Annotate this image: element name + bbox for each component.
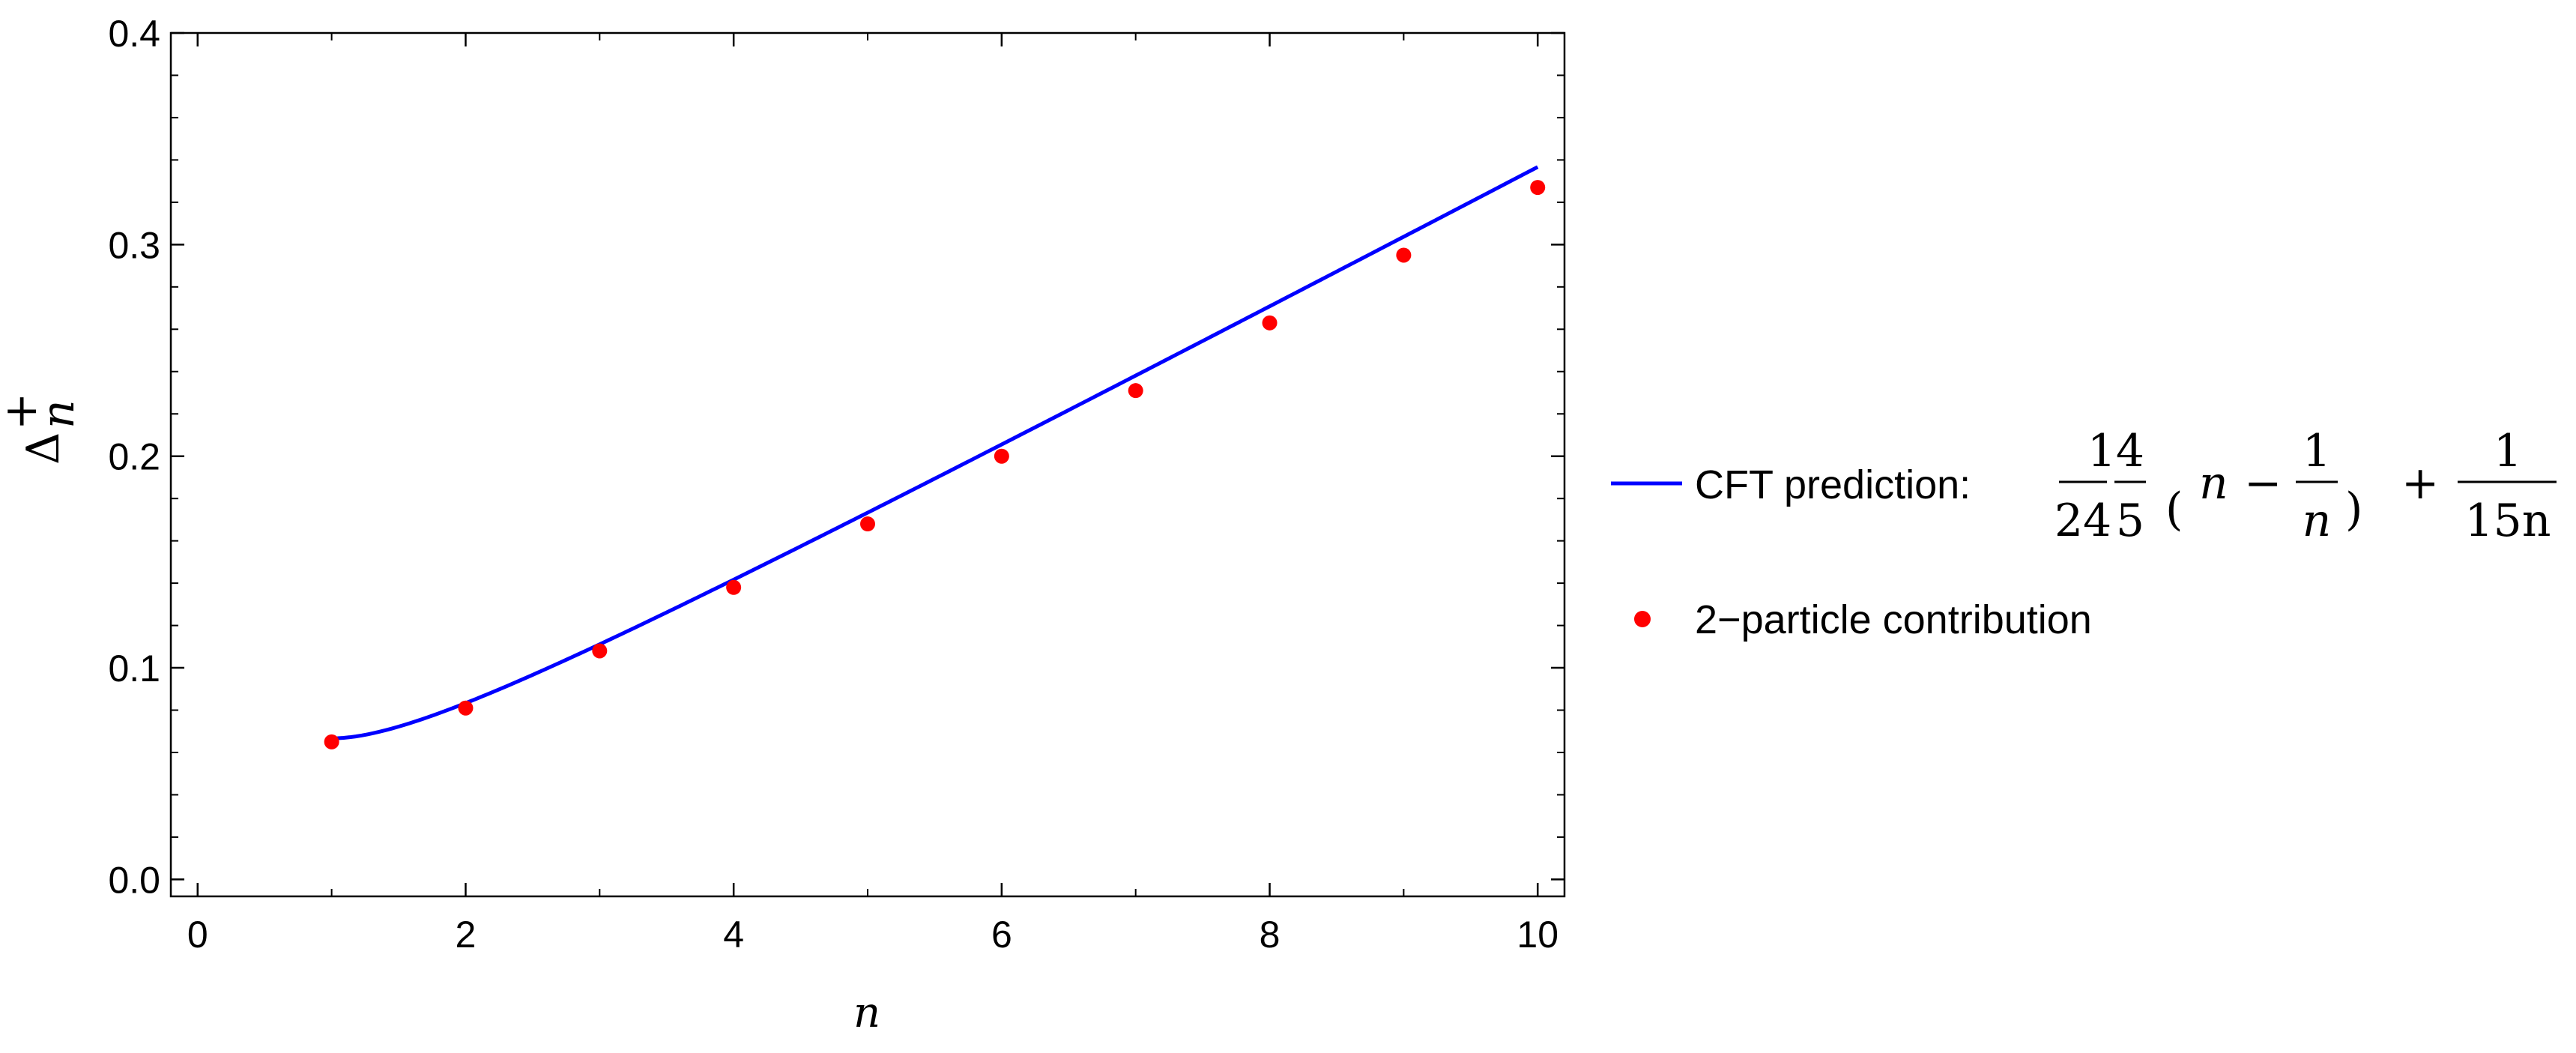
y-tick-label: 0.1 xyxy=(108,648,160,690)
svg-text:+: + xyxy=(2401,457,2439,510)
two-particle-point xyxy=(1396,247,1412,263)
x-tick-label: 8 xyxy=(1260,914,1281,956)
legend-label-cft: CFT prediction: xyxy=(1695,462,1971,507)
tick-labels: 0 2 4 6 8 10 0.0 0.1 0.2 0.3 0.4 xyxy=(108,13,1558,956)
legend-label-2particle: 2−particle contribution xyxy=(1695,597,2092,642)
svg-text:1: 1 xyxy=(2303,425,2331,477)
two-particle-point xyxy=(994,448,1009,464)
svg-text:1: 1 xyxy=(2494,425,2522,477)
svg-text:n: n xyxy=(2199,457,2228,510)
legend-entry-cft: CFT prediction: 1 24 4 5 ( n − 1 n ) + xyxy=(1611,425,2557,547)
x-tick-label: 4 xyxy=(723,914,744,956)
svg-text:(: ( xyxy=(2165,483,2183,536)
legend-formula: 1 24 4 5 ( n − 1 n ) + 1 15n xyxy=(2055,425,2557,547)
two-particle-point xyxy=(1262,315,1278,331)
x-tick-label: 2 xyxy=(456,914,477,956)
svg-text:n: n xyxy=(32,399,85,429)
svg-text:): ) xyxy=(2345,483,2362,536)
two-particle-point xyxy=(324,734,339,749)
y-tick-label: 0.3 xyxy=(108,224,160,266)
two-particle-point xyxy=(592,643,608,659)
two-particle-point xyxy=(726,579,742,595)
plot-frame xyxy=(169,31,1566,898)
svg-text:1: 1 xyxy=(2087,425,2116,477)
svg-text:n: n xyxy=(2303,495,2332,547)
legend: CFT prediction: 1 24 4 5 ( n − 1 n ) + xyxy=(1611,425,2557,642)
two-particle-point xyxy=(1530,180,1546,196)
y-tick-label: 0.2 xyxy=(108,436,160,478)
cft-prediction-line xyxy=(331,165,1539,740)
y-tick-label: 0.4 xyxy=(108,13,160,55)
two-particle-point xyxy=(1128,383,1143,399)
svg-text:24: 24 xyxy=(2055,495,2111,547)
two-particle-point xyxy=(860,516,875,532)
y-axis-label: Δ + n xyxy=(0,393,85,465)
svg-text:−: − xyxy=(2244,457,2282,510)
x-tick-label: 0 xyxy=(187,914,208,956)
series-layer xyxy=(324,165,1546,749)
y-tick-label: 0.0 xyxy=(108,859,160,901)
svg-text:15n: 15n xyxy=(2465,495,2551,547)
x-tick-label: 6 xyxy=(991,914,1012,956)
svg-text:4: 4 xyxy=(2116,425,2144,477)
x-axis-label: n xyxy=(853,989,880,1037)
svg-text:+: + xyxy=(0,393,47,430)
x-tick-label: 10 xyxy=(1517,914,1558,956)
svg-text:Δ: Δ xyxy=(17,432,70,465)
plot-border xyxy=(169,31,1566,898)
svg-text:5: 5 xyxy=(2116,495,2144,547)
legend-swatch-dot xyxy=(1634,611,1651,627)
two-particle-point xyxy=(458,700,474,716)
axis-ticks xyxy=(171,31,1564,896)
legend-entry-2particle: 2−particle contribution xyxy=(1634,597,2092,642)
